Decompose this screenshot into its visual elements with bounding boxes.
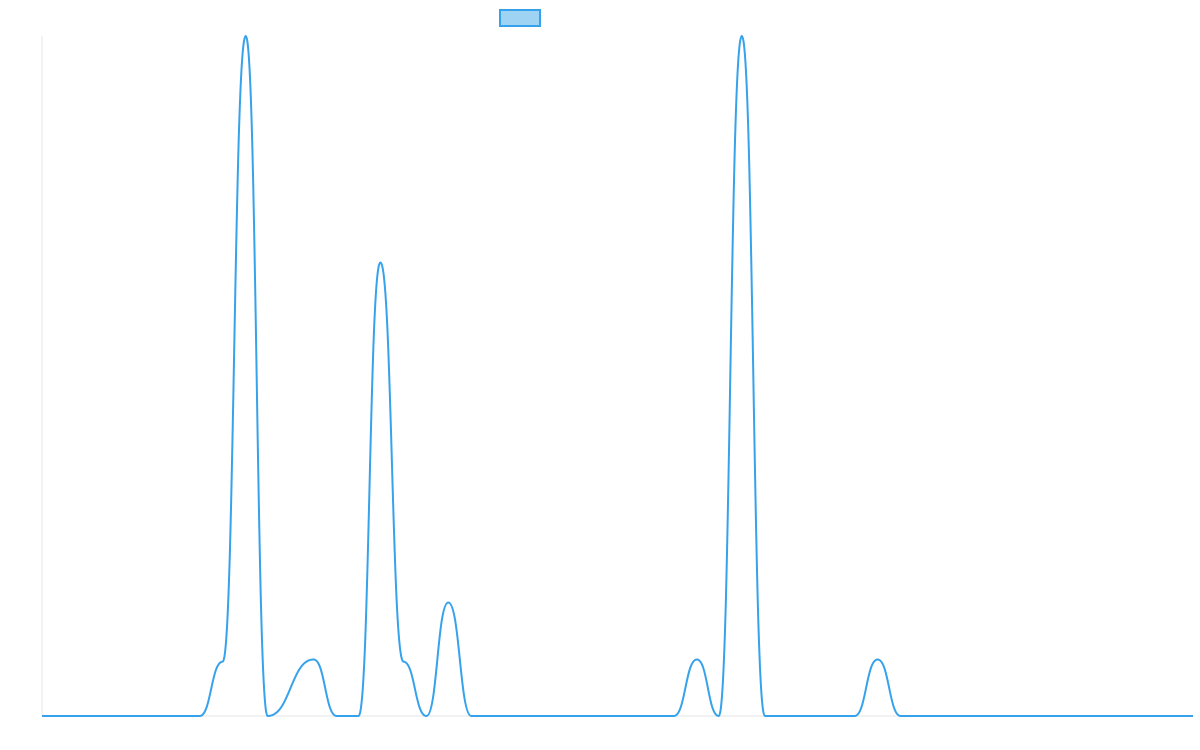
data-point[interactable]	[356, 713, 362, 719]
data-point[interactable]	[852, 713, 858, 719]
data-point[interactable]	[739, 33, 745, 39]
data-point[interactable]	[423, 713, 429, 719]
legend-swatch[interactable]	[499, 9, 541, 27]
data-point[interactable]	[762, 713, 768, 719]
data-point[interactable]	[265, 713, 271, 719]
data-point[interactable]	[898, 713, 904, 719]
data-point[interactable]	[1190, 713, 1196, 719]
data-point[interactable]	[716, 713, 722, 719]
data-point[interactable]	[400, 659, 406, 665]
legend[interactable]	[499, 9, 541, 27]
data-point[interactable]	[671, 713, 677, 719]
data-point[interactable]	[694, 657, 700, 663]
data-point[interactable]	[243, 33, 249, 39]
data-point[interactable]	[334, 713, 340, 719]
series-layer	[39, 33, 1196, 719]
data-point[interactable]	[39, 713, 45, 719]
data-point[interactable]	[197, 713, 203, 719]
data-point[interactable]	[220, 659, 226, 665]
data-point[interactable]	[875, 657, 881, 663]
data-point[interactable]	[491, 713, 497, 719]
series-line-0	[42, 35, 1193, 718]
data-point[interactable]	[377, 259, 383, 265]
data-point[interactable]	[311, 657, 317, 663]
data-point[interactable]	[468, 713, 474, 719]
data-point[interactable]	[445, 599, 451, 605]
